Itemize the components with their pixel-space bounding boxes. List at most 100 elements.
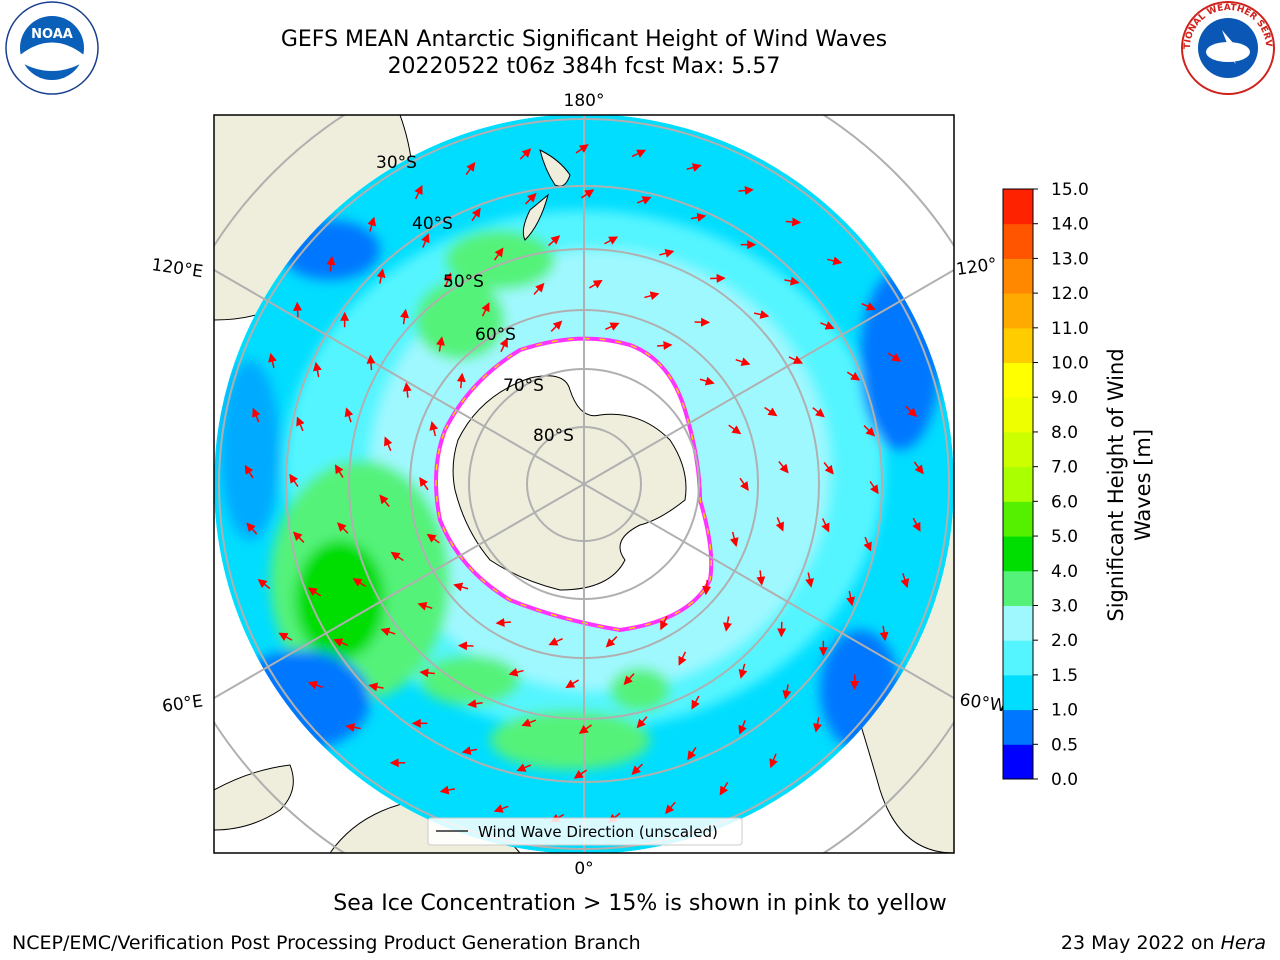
lon-label-60w: 60°W — [958, 690, 1007, 716]
wave-arrow — [690, 212, 707, 222]
colorbar-tick-label: 4.0 — [1051, 562, 1078, 582]
sea-ice-note: Sea Ice Concentration > 15% is shown in … — [333, 891, 947, 916]
wave-arrow — [419, 668, 435, 678]
wave-arrow — [307, 680, 323, 690]
chart-subtitle: 20220522 t06z 384h fcst Max: 5.57 — [387, 54, 781, 79]
wave-arrow — [879, 625, 889, 642]
wave-arrow — [739, 477, 749, 492]
colorbar-segment — [1003, 674, 1033, 711]
wave-arrow — [400, 308, 409, 325]
colorbar-tick-label: 11.0 — [1051, 319, 1089, 339]
lon-label-120e: 120°E — [150, 255, 204, 282]
credit-text: NCEP/EMC/Verification Post Processing Pr… — [12, 932, 641, 954]
wave-arrow — [289, 473, 299, 488]
wave-arrow — [687, 746, 697, 761]
wave-arrow — [384, 436, 393, 452]
wave-arrow — [307, 587, 322, 597]
wave-arrow — [429, 421, 439, 437]
map-legend: Wind Wave Direction (unscaled) — [427, 817, 743, 846]
colorbar-segment — [1003, 189, 1033, 225]
colorbar-tick-label: 10.0 — [1051, 354, 1089, 374]
wave-arrow — [246, 522, 258, 535]
noaa-logo: NOAA — [5, 1, 99, 95]
lon-label-0: 0° — [574, 859, 593, 879]
wave-arrow — [631, 763, 643, 776]
colorbar: 0.0 0.5 1.0 1.5 2.0 3.0 4.0 5.0 6.0 7.0 8.0 9.0 10.0… — [1002, 180, 1089, 790]
noaa-logo-text: NOAA — [31, 27, 73, 42]
wave-arrow — [380, 627, 396, 637]
wave-arrow — [784, 276, 800, 286]
colorbar-tick-label: 0.5 — [1051, 735, 1078, 755]
wave-arrow — [578, 724, 592, 734]
lon-label-60e: 60°E — [161, 691, 204, 716]
colorbar-tick-label: 14.0 — [1051, 215, 1089, 235]
colorbar-tick-label: 5.0 — [1051, 527, 1078, 547]
legend-label: Wind Wave Direction (unscaled) — [478, 823, 718, 841]
colorbar-tick-label: 9.0 — [1051, 388, 1078, 408]
chart-title: GEFS MEAN Antarctic Significant Height o… — [280, 27, 888, 52]
machine-name: Hera — [1220, 932, 1266, 954]
wave-arrow — [778, 461, 789, 474]
wave-arrow — [439, 785, 456, 795]
wave-arrow — [516, 763, 532, 772]
wave-arrow — [812, 407, 825, 418]
colorbar-segment — [1003, 327, 1033, 364]
wave-arrow — [550, 320, 563, 332]
lon-label-120w: 120° — [955, 254, 998, 280]
wave-arrow — [821, 518, 830, 533]
wave-arrow — [623, 673, 635, 686]
wave-arrow — [905, 405, 918, 418]
wave-arrow — [278, 632, 293, 641]
wave-arrow — [326, 255, 336, 272]
wave-arrow — [702, 579, 712, 596]
wave-arrow — [863, 536, 872, 552]
wave-arrow — [861, 302, 876, 311]
colorbar-segment — [1003, 362, 1033, 398]
colorbar-tick-label: 1.0 — [1051, 701, 1078, 721]
wave-arrow — [820, 321, 835, 330]
wave-arrow — [352, 578, 367, 587]
wave-arrow — [900, 573, 910, 589]
wave-arrow — [813, 717, 822, 733]
wave-arrow — [471, 207, 481, 222]
colorbar-segment — [1003, 293, 1033, 329]
wave-arrow — [678, 651, 687, 666]
wave-arrow — [390, 551, 404, 562]
wave-arrow — [417, 601, 433, 611]
wave-arrow — [636, 716, 648, 729]
wave-arrow — [334, 464, 344, 478]
lat-label-60: 60°S — [475, 325, 516, 345]
sea-ice-edge — [435, 337, 712, 631]
colorbar-segment — [1003, 258, 1033, 294]
wave-arrow — [788, 355, 803, 364]
wave-arrow — [419, 476, 429, 491]
wave-arrow — [344, 407, 354, 423]
lat-label-50: 50°S — [443, 272, 484, 292]
wave-arrow — [296, 416, 305, 432]
wave-arrow — [782, 684, 792, 700]
wave-arrow — [376, 268, 386, 284]
colorbar-segment — [1003, 466, 1033, 502]
wave-arrow — [769, 753, 778, 769]
madagascar-land — [214, 764, 294, 831]
wave-arrow — [605, 322, 620, 331]
wave-arrow — [443, 272, 452, 288]
colorbar-segment — [1003, 223, 1033, 259]
wave-arrow — [735, 357, 751, 367]
colorbar-tick-label: 0.0 — [1051, 770, 1078, 790]
colorbar-tick-label: 2.0 — [1051, 631, 1078, 651]
wave-arrow — [519, 148, 532, 160]
wave-arrow — [846, 590, 856, 607]
wave-arrow — [548, 637, 563, 646]
wave-arrow — [402, 382, 412, 398]
wave-arrow — [312, 361, 322, 378]
colorbar-tick-label: 1.5 — [1051, 666, 1078, 686]
wave-arrow — [493, 247, 504, 261]
wave-arrow — [367, 216, 377, 232]
wave-arrow — [426, 533, 440, 544]
map-area: 30°S 40°S 50°S 60°S 70°S 80°S Wind Wave … — [214, 115, 954, 853]
wave-arrow — [785, 217, 802, 227]
colorbar-segment — [1003, 397, 1033, 433]
wave-arrow — [723, 616, 732, 632]
